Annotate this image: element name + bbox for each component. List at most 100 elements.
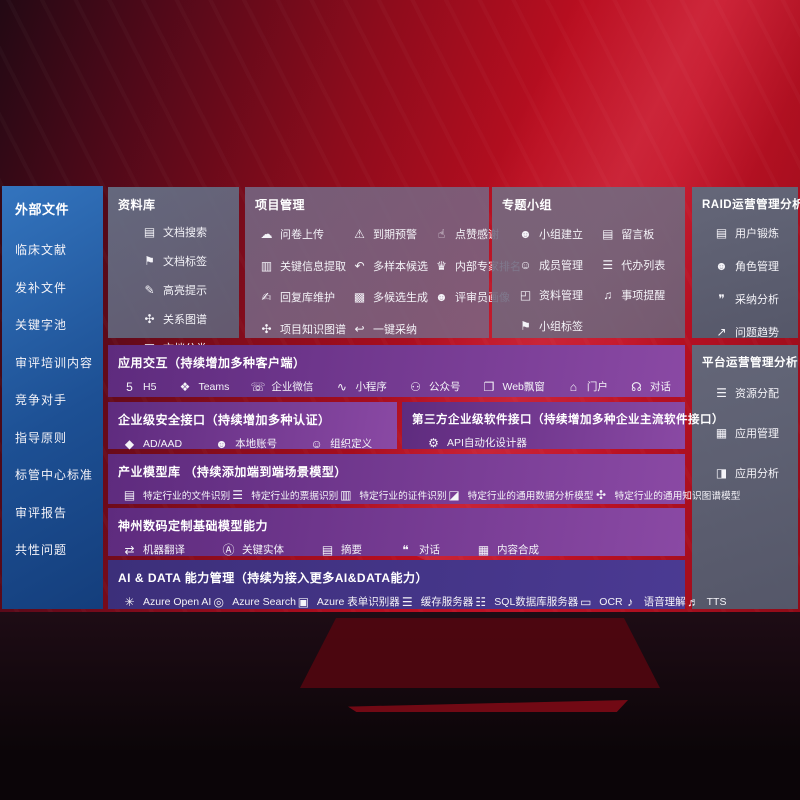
item-key-entity[interactable]: Ⓐ 关键实体 <box>221 542 284 557</box>
project-knowledge-graph-icon: ✣ <box>261 321 272 336</box>
key-entity-icon: Ⓐ <box>222 542 235 557</box>
bbs-board-icon: ▤ <box>602 227 614 241</box>
item-thumbs-up[interactable]: ☝ 点赞感谢 <box>434 226 521 242</box>
item-knowledge-graph-model[interactable]: ✣ 特定行业的通用知识图谱模型 <box>594 488 740 502</box>
item-member-manage[interactable]: ☺ 成员管理 <box>518 257 600 273</box>
alarm-warning-icon: ⚠ <box>354 227 365 241</box>
item-azure-search[interactable]: ◎ Azure Search <box>211 596 296 608</box>
item-miniprogram[interactable]: ∿ 小程序 <box>334 379 387 394</box>
item-user-card[interactable]: ▤ 用户锻炼 <box>714 225 788 241</box>
topic-group-list: ☻ 小组建立 ▤ 留言板 ☺ 成员管理 ☰ 代办列表 ◰ 资料管理 ♫ 事项提醒 ⚑ 小组标签 <box>502 226 675 334</box>
item-label: 企业微信 <box>271 381 314 393</box>
item-todo-list[interactable]: ☰ 代办列表 <box>600 257 675 273</box>
sidebar-item-supplement-files[interactable]: 发补文件 <box>15 279 103 296</box>
item-label: 回复库维护 <box>280 292 335 304</box>
item-bell-reminder[interactable]: ♫ 事项提醒 <box>600 287 675 303</box>
item-web-popup[interactable]: ❐ Web飘窗 <box>481 379 545 394</box>
item-official-account[interactable]: ⚇ 公众号 <box>408 379 460 394</box>
portal-icon: ⌂ <box>569 379 578 394</box>
item-relation-graph[interactable]: ✣ 关系图谱 <box>142 311 229 327</box>
wecom-icon: ☏ <box>250 379 266 394</box>
item-label: 小程序 <box>355 381 387 393</box>
sidebar-item-review-training[interactable]: 审评培训内容 <box>15 354 103 371</box>
item-sql-server[interactable]: ☷ SQL数据库服务器 <box>473 594 578 609</box>
item-label: 文档搜索 <box>163 227 207 239</box>
item-bbs-board[interactable]: ▤ 留言板 <box>600 226 675 242</box>
sidebar-item-standards-center[interactable]: 标管中心标准 <box>15 466 103 483</box>
item-id-recognition[interactable]: ▥ 特定行业的证件识别 <box>338 488 446 502</box>
item-multi-candidate[interactable]: ▩ 多候选生成 <box>352 289 428 305</box>
sidebar-item-review-reports[interactable]: 审评报告 <box>15 504 103 521</box>
item-data-analysis-model[interactable]: ◪ 特定行业的通用数据分析模型 <box>447 488 593 502</box>
item-org-define[interactable]: ☺ 组织定义 <box>309 436 372 451</box>
item-key-info-extract[interactable]: ▥ 关键信息提取 <box>259 258 346 274</box>
sidebar-item-keyword-pool[interactable]: 关键字池 <box>15 316 103 333</box>
item-ad-shield[interactable]: ◆ AD/AAD <box>122 438 182 450</box>
item-dialog[interactable]: ☊ 对话 <box>629 379 671 394</box>
item-bill-recognition[interactable]: ☰ 特定行业的票据识别 <box>230 488 338 502</box>
item-highlight-pen[interactable]: ✎ 高亮提示 <box>142 282 229 298</box>
item-label: 多样本候选 <box>373 260 428 273</box>
item-chat[interactable]: ❝ 对话 <box>398 542 440 557</box>
item-wecom[interactable]: ☏ 企业微信 <box>250 379 313 394</box>
item-content-compose[interactable]: ▦ 内容合成 <box>476 542 539 557</box>
member-manage-icon: ☺ <box>519 257 532 272</box>
sidebar-item-common-issues[interactable]: 共性问题 <box>15 541 103 558</box>
item-portal[interactable]: ⌂ 门户 <box>566 379 608 394</box>
item-app-analysis[interactable]: ◨ 应用分析 <box>714 465 788 481</box>
item-label: 资源分配 <box>735 388 779 400</box>
item-material-manage[interactable]: ◰ 资料管理 <box>518 287 600 303</box>
item-label: 临床文献 <box>15 243 68 257</box>
multi-sample-icon: ↶ <box>354 258 365 273</box>
item-group-tag[interactable]: ⚑ 小组标签 <box>518 318 600 334</box>
sidebar-item-competitors[interactable]: 竞争对手 <box>15 391 103 408</box>
item-issue-trend[interactable]: ↗ 问题趋势 <box>714 324 788 340</box>
sidebar-item-guidelines[interactable]: 指导原则 <box>15 429 103 446</box>
key-info-extract-icon: ▥ <box>260 258 273 273</box>
item-adopt-analysis[interactable]: ❞ 采纳分析 <box>714 291 788 307</box>
item-summary[interactable]: ▤ 摘要 <box>320 542 362 557</box>
item-tts[interactable]: ♬ TTS <box>686 596 726 608</box>
item-azure-openai[interactable]: ✳ Azure Open AI <box>122 596 211 608</box>
industry-model-list: ▤ 特定行业的文件识别 ☰ 特定行业的票据识别 ▥ 特定行业的证件识别 ◪ 特定行业的通用数据… <box>118 488 741 502</box>
item-label: Teams <box>198 380 230 393</box>
item-role-manage[interactable]: ☻ 角色管理 <box>714 258 788 274</box>
item-cache-server[interactable]: ☰ 缓存服务器 <box>400 594 474 609</box>
item-multi-sample[interactable]: ↶ 多样本候选 <box>352 258 428 274</box>
item-group-create[interactable]: ☻ 小组建立 <box>518 226 600 242</box>
item-teams[interactable]: ❖ Teams <box>177 379 230 394</box>
item-api-designer-gear[interactable]: ⚙ API自动化设计器 <box>426 435 527 450</box>
item-label: 门户 <box>586 381 608 393</box>
item-html5[interactable]: 5 H5 <box>122 381 156 393</box>
app-interaction-title: 应用交互（持续增加多种客户端） <box>118 356 306 370</box>
item-ocr[interactable]: ▭ OCR <box>578 596 623 608</box>
item-label: 问题趋势 <box>735 327 779 339</box>
item-label: 内容合成 <box>497 544 539 556</box>
multi-candidate-icon: ▩ <box>353 290 366 304</box>
item-cloud-upload[interactable]: ☁ 问卷上传 <box>259 226 346 242</box>
item-one-click-adopt[interactable]: ↩ 一键采纳 <box>352 321 428 337</box>
library-panel: 资料库 ▤文档搜索⚑文档标签✎高亮提示✣关系图谱▦文档分类 <box>108 187 239 355</box>
item-local-account[interactable]: ☻ 本地账号 <box>214 436 277 451</box>
expert-ranking-icon: ♛ <box>436 258 447 273</box>
item-machine-translate[interactable]: ⇄ 机器翻译 <box>122 542 185 557</box>
knowledge-graph-model-icon: ✣ <box>595 488 607 502</box>
item-reply-maintain[interactable]: ✍ 回复库维护 <box>259 289 346 305</box>
adopt-analysis-icon: ❞ <box>718 292 725 306</box>
item-label: 缓存服务器 <box>420 596 474 608</box>
local-account-icon: ☻ <box>215 436 228 451</box>
teams-icon: ❖ <box>179 379 191 394</box>
item-project-knowledge-graph[interactable]: ✣ 项目知识图谱 <box>259 321 346 337</box>
item-label: 应用管理 <box>735 428 779 440</box>
sidebar-item-clinical-literature[interactable]: 临床文献 <box>15 241 103 258</box>
item-doc-search[interactable]: ▤ 文档搜索 <box>142 224 229 240</box>
bill-recognition-icon: ☰ <box>232 488 244 502</box>
item-alarm-warning[interactable]: ⚠ 到期预警 <box>352 226 428 242</box>
item-file-recognition[interactable]: ▤ 特定行业的文件识别 <box>122 488 230 502</box>
item-doc-tag[interactable]: ⚑ 文档标签 <box>142 253 229 269</box>
item-app-manage[interactable]: ▦ 应用管理 <box>714 425 788 441</box>
role-manage-icon: ☻ <box>715 259 728 273</box>
item-speech-understand[interactable]: ♪ 语音理解 <box>623 594 686 609</box>
item-azure-form-recognizer[interactable]: ▣ Azure 表单识别器 <box>296 594 400 609</box>
item-resource-alloc[interactable]: ☰ 资源分配 <box>714 385 788 401</box>
